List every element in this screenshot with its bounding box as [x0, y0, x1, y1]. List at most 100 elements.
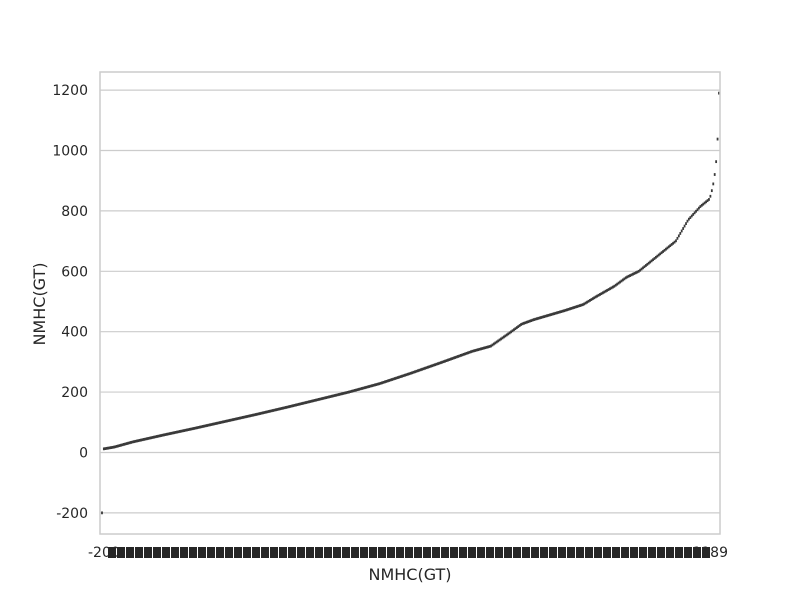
data-point [665, 247, 667, 251]
data-point [183, 429, 186, 432]
data-point [145, 437, 148, 441]
data-point [356, 388, 359, 392]
data-point [392, 377, 395, 381]
data-point [627, 274, 630, 278]
data-point [692, 213, 695, 216]
x-tick-label-overlap [666, 547, 674, 558]
data-point [630, 273, 633, 277]
data-point [716, 137, 719, 141]
data-point [649, 260, 652, 264]
data-point [416, 369, 419, 373]
data-point [197, 426, 200, 429]
data-point [629, 274, 631, 277]
data-point [647, 261, 650, 265]
x-tick-label-overlap [684, 547, 692, 558]
data-point [660, 251, 663, 255]
x-tick-label-overlap [594, 547, 602, 558]
data-point [591, 297, 594, 301]
data-point [181, 429, 184, 433]
data-point [230, 418, 233, 422]
x-tick-label-overlap [225, 547, 233, 558]
x-tick-label-overlap [108, 547, 116, 558]
data-point [260, 411, 263, 415]
x-tick-label-overlap [153, 547, 161, 558]
data-point [653, 257, 656, 260]
data-point [283, 406, 286, 410]
data-point [603, 290, 606, 294]
data-point [593, 296, 596, 300]
data-point [389, 378, 392, 382]
data-point [718, 91, 720, 95]
data-point [386, 379, 389, 383]
data-point [272, 409, 274, 412]
data-point [404, 373, 406, 377]
data-point [164, 433, 167, 436]
data-point [507, 332, 510, 336]
data-point [117, 444, 120, 448]
data-point [540, 316, 543, 319]
data-point [485, 345, 488, 349]
data-point [497, 339, 500, 343]
data-point [199, 425, 201, 429]
data-point [302, 401, 305, 405]
data-point [556, 311, 558, 315]
data-point [547, 313, 550, 317]
x-tick-label-overlap [189, 547, 197, 558]
plot-background [100, 72, 720, 534]
data-point [296, 403, 299, 407]
data-point [266, 410, 269, 414]
data-point [287, 405, 290, 409]
data-point [256, 412, 259, 416]
data-point [550, 313, 553, 316]
data-point [343, 391, 346, 395]
x-tick-label-overlap [369, 547, 377, 558]
data-point [267, 410, 270, 413]
data-point [689, 216, 692, 219]
data-point [286, 405, 289, 409]
data-point [111, 445, 114, 449]
data-point [418, 368, 421, 372]
data-point [312, 399, 315, 403]
data-point [292, 404, 295, 408]
data-point [264, 410, 267, 414]
data-point [639, 268, 642, 272]
x-tick-label-overlap [567, 547, 575, 558]
data-point [190, 427, 193, 431]
y-gridlines [100, 89, 720, 514]
data-point [191, 427, 194, 431]
data-point [619, 280, 621, 284]
data-point [427, 365, 429, 369]
data-point [693, 211, 696, 215]
data-point [224, 419, 227, 423]
data-point [679, 232, 682, 235]
x-tick-label-overlap [297, 547, 305, 558]
data-point [187, 428, 190, 432]
data-point [470, 350, 472, 354]
data-point [177, 430, 180, 434]
data-point [501, 336, 504, 340]
data-point [577, 304, 580, 308]
data-point [538, 316, 541, 320]
data-point [156, 435, 158, 438]
data-point [249, 414, 252, 418]
data-point [445, 359, 448, 363]
data-point [293, 403, 296, 407]
x-tick-label-overlap [441, 547, 449, 558]
data-point [338, 393, 340, 396]
data-point [570, 307, 573, 310]
data-point [518, 324, 521, 327]
data-point [313, 399, 316, 402]
data-point [120, 443, 122, 447]
x-tick-label-overlap [216, 547, 224, 558]
data-point [448, 358, 451, 361]
data-point [161, 433, 164, 437]
data-point [616, 282, 619, 286]
x-tick-label-overlap [270, 547, 278, 558]
data-point [589, 299, 591, 302]
data-point [530, 319, 533, 323]
data-point [227, 419, 230, 423]
data-point [581, 303, 584, 307]
data-point [487, 345, 490, 349]
data-point [500, 337, 502, 341]
data-point [355, 388, 358, 392]
